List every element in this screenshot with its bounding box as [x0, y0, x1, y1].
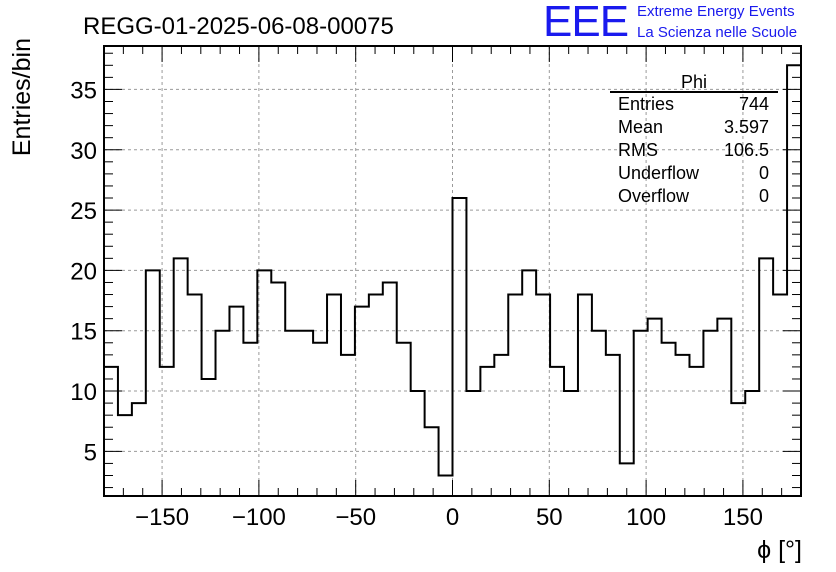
stats-value-rms: 106.5: [724, 140, 769, 160]
stats-box-title: Phi: [681, 72, 707, 92]
x-tick-labels: −150 −100 −50 0 50 100 150: [135, 504, 763, 531]
histogram-step-line: [104, 64, 801, 477]
stats-label-rms: RMS: [618, 140, 658, 160]
y-tick-label-5: 30: [70, 138, 97, 165]
stats-label-mean: Mean: [618, 117, 663, 137]
y-tick-label-1: 10: [70, 379, 97, 406]
axis-ticks: [103, 46, 802, 496]
y-tick-label-2: 15: [70, 319, 97, 346]
chart-title: REGG-01-2025-06-08-00075: [83, 13, 394, 40]
y-axis-label: Entries/bin: [8, 38, 36, 156]
x-tick-label-1: −100: [232, 504, 286, 531]
stats-value-overflow: 0: [759, 186, 769, 206]
x-tick-label-4: 50: [536, 504, 563, 531]
y-tick-label-3: 20: [70, 258, 97, 285]
stats-box-rows: Entries 744 Mean 3.597 RMS 106.5 Underflow 0 Ove…: [618, 94, 769, 206]
x-axis-label: ϕ [°]: [757, 536, 802, 564]
stats-label-overflow: Overflow: [618, 186, 690, 206]
stats-label-entries: Entries: [618, 94, 674, 114]
stats-label-underflow: Underflow: [618, 163, 700, 183]
x-tick-label-5: 100: [626, 504, 666, 531]
x-tick-label-6: 150: [723, 504, 763, 531]
x-tick-label-3: 0: [446, 504, 459, 531]
x-tick-label-0: −150: [135, 504, 189, 531]
stats-value-underflow: 0: [759, 163, 769, 183]
logo-line-2: La Scienza nelle Scuole: [637, 24, 798, 41]
y-tick-label-4: 25: [70, 198, 97, 225]
y-tick-labels: 5 10 15 20 25 30 35: [70, 77, 97, 466]
logo-line-1: Extreme Energy Events: [637, 3, 795, 20]
x-tick-label-2: −50: [335, 504, 376, 531]
eee-logo-icon: EEE: [543, 0, 629, 46]
stats-value-entries: 744: [739, 94, 769, 114]
y-tick-label-0: 5: [84, 439, 97, 466]
stats-box: Phi Entries 744 Mean 3.597 RMS 106.5 Underflow…: [610, 72, 778, 206]
y-tick-label-6: 35: [70, 77, 97, 104]
stats-value-mean: 3.597: [724, 117, 769, 137]
